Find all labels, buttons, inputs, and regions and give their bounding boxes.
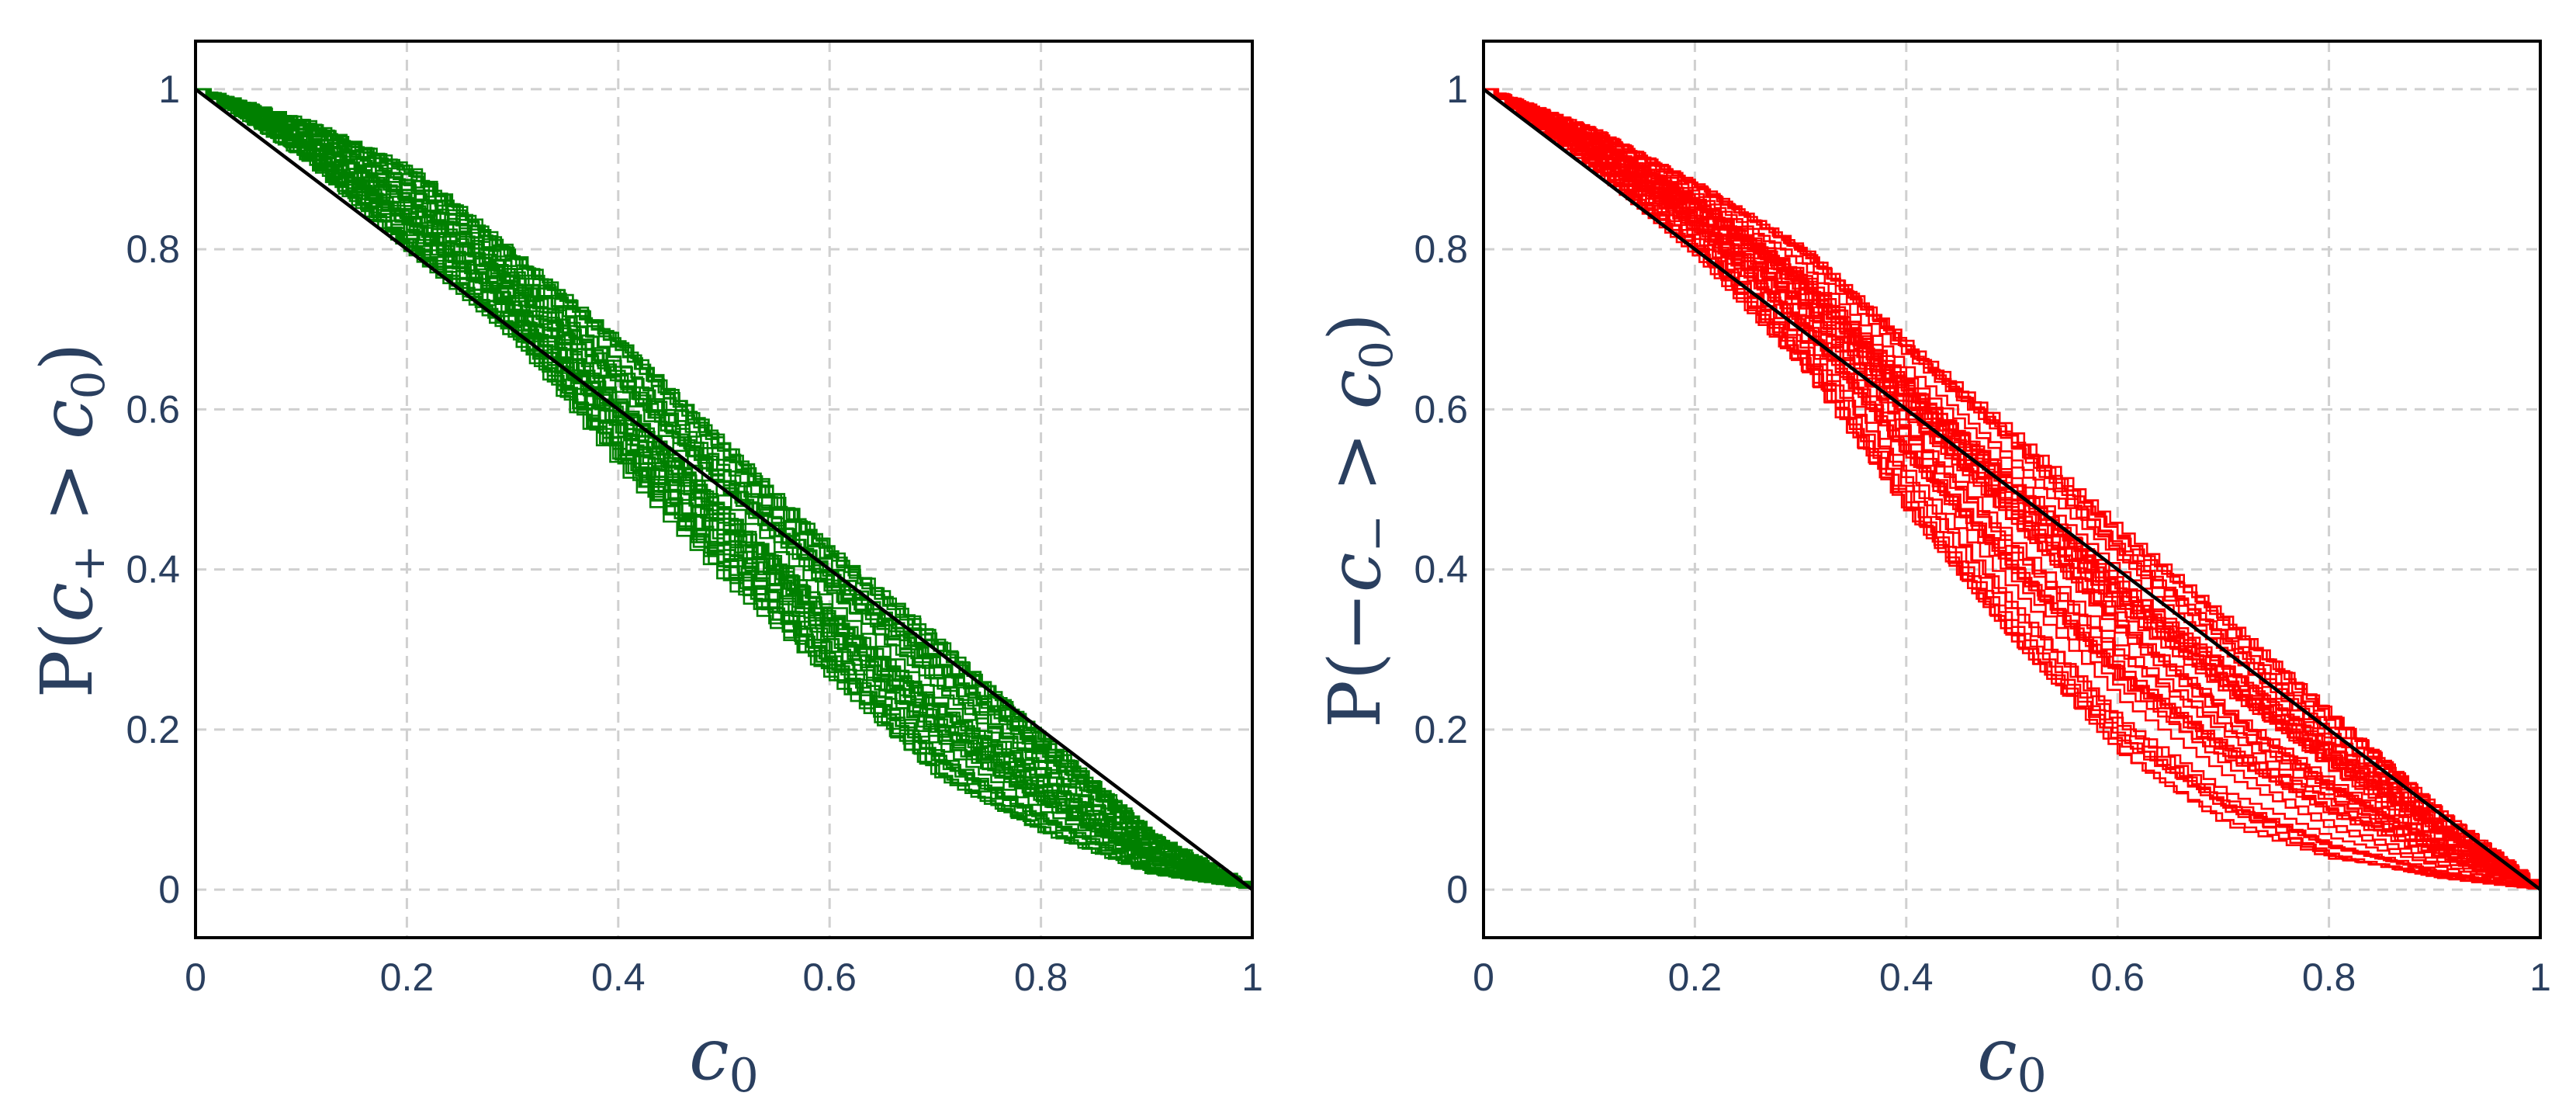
series-curve <box>1484 88 2542 890</box>
x-tick-label: 0.8 <box>2302 956 2356 999</box>
series-curve <box>196 88 1254 890</box>
x-axis-title: c0 <box>1977 1013 2047 1103</box>
y-tick-label: 0.6 <box>1414 387 1468 431</box>
x-tick-label: 0 <box>185 956 206 999</box>
y-tick-label: 0 <box>158 868 180 911</box>
x-tick-label: 0.2 <box>1668 956 1723 999</box>
series-curve <box>196 88 1254 890</box>
series-curve <box>196 88 1254 890</box>
series-curve <box>196 88 1254 890</box>
x-tick-label: 0.8 <box>1014 956 1068 999</box>
series-curve <box>1484 88 2542 890</box>
y-tick-label: 0.6 <box>126 387 180 431</box>
y-tick-label: 0 <box>1446 868 1468 911</box>
series-curve <box>196 88 1254 890</box>
x-tick-label: 0.4 <box>1879 956 1934 999</box>
y-tick-label: 0.4 <box>1414 548 1468 591</box>
series-curve <box>196 88 1254 890</box>
y-tick-label: 0.4 <box>126 548 180 591</box>
series-curve <box>1484 88 2542 890</box>
chart-left: 0 0.2 0.4 0.6 0.8 1 0 0.2 0.4 0.6 0.8 1 … <box>26 40 1263 1103</box>
y-tick-label: 1 <box>158 68 180 111</box>
series-curve <box>1484 88 2542 890</box>
plot-frame <box>1482 40 2542 939</box>
x-tick-label: 1 <box>1241 956 1263 999</box>
x-tick-label: 0.4 <box>591 956 646 999</box>
series-curve <box>1484 88 2542 890</box>
x-tick-label: 0.6 <box>802 956 857 999</box>
series-curve <box>1484 88 2542 890</box>
x-tick-label: 0.2 <box>380 956 435 999</box>
series-curve <box>1484 88 2542 890</box>
series-curve <box>1484 88 2542 890</box>
x-tick-label: 0.6 <box>2090 956 2145 999</box>
series-curve <box>1484 88 2542 890</box>
y-tick-labels: 0 0.2 0.4 0.6 0.8 1 <box>126 68 180 911</box>
series-curve <box>196 88 1254 890</box>
plot-frame <box>194 40 1254 939</box>
series-curve <box>1484 88 2542 890</box>
y-tick-label: 0.2 <box>126 708 180 751</box>
series-curves <box>1484 88 2542 890</box>
y-tick-label: 0.8 <box>1414 227 1468 271</box>
y-axis-title: P(−c− > c0) <box>1314 313 1403 728</box>
series-curve <box>196 88 1254 890</box>
x-tick-label: 0 <box>1473 956 1494 999</box>
y-tick-label: 1 <box>1446 68 1468 111</box>
series-curve <box>1484 88 2542 890</box>
y-tick-label: 0.2 <box>1414 708 1468 751</box>
x-axis-title: c0 <box>689 1013 759 1103</box>
series-curve <box>1484 88 2542 890</box>
x-tick-labels: 0 0.2 0.4 0.6 0.8 1 <box>1473 956 2551 999</box>
y-tick-labels: 0 0.2 0.4 0.6 0.8 1 <box>1414 68 1468 911</box>
reference-line <box>194 88 1254 891</box>
x-tick-labels: 0 0.2 0.4 0.6 0.8 1 <box>185 956 1263 999</box>
y-axis-title: P(c+ > c0) <box>26 343 115 699</box>
reference-line <box>1482 88 2542 891</box>
series-curve <box>1484 88 2542 890</box>
series-curve <box>1484 88 2542 890</box>
y-tick-label: 0.8 <box>126 227 180 271</box>
chart-right: 0 0.2 0.4 0.6 0.8 1 0 0.2 0.4 0.6 0.8 1 … <box>1314 40 2551 1103</box>
x-tick-label: 1 <box>2529 956 2551 999</box>
series-curves <box>196 88 1254 890</box>
